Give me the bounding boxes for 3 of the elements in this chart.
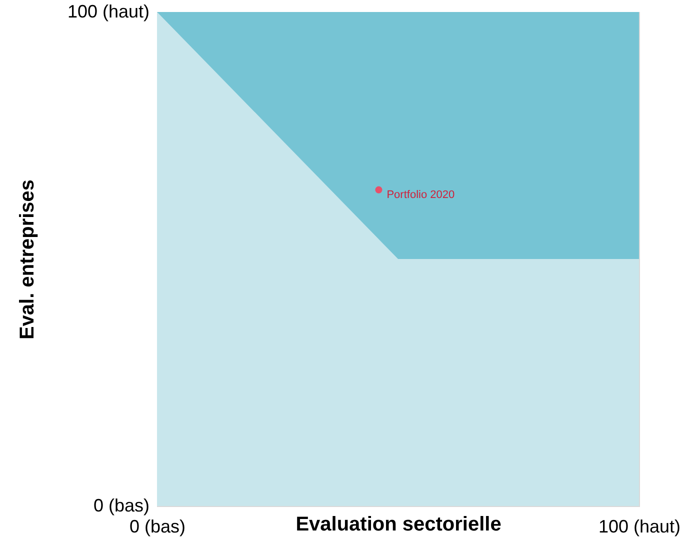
series-label: Portfolio 2020 bbox=[386, 188, 455, 201]
y-axis-title: Eval. entreprises bbox=[16, 179, 38, 340]
x-axis-title: Evaluation sectorielle bbox=[296, 514, 502, 536]
